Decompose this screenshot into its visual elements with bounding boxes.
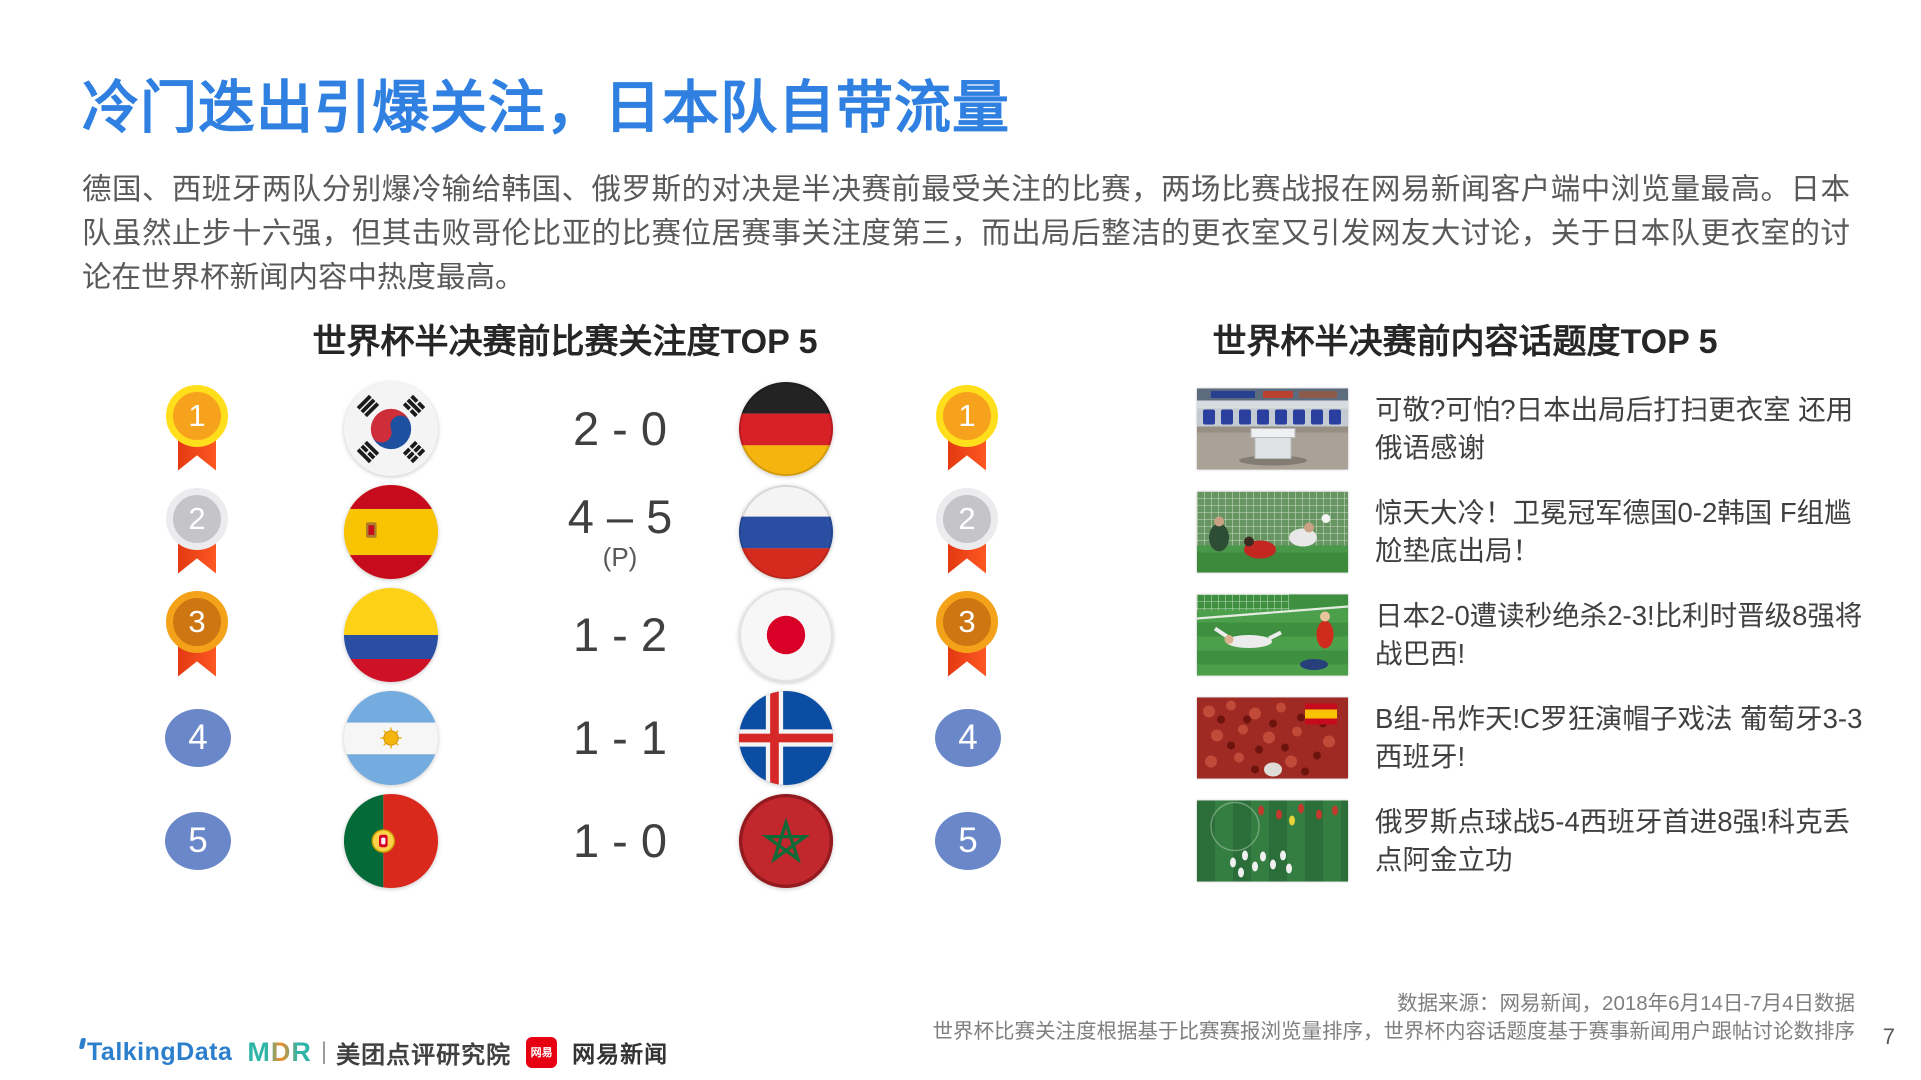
content-topic-top5-list: 1 可 xyxy=(920,377,1880,897)
rank-2-silver-medal-icon: 2 xyxy=(165,487,229,576)
photo-germany-vs-korea-goal xyxy=(1197,491,1348,572)
list-item: 4 xyxy=(920,686,1880,789)
news-headline: 可敬?可怕?日本出局后打扫更衣室 还用俄语感谢 xyxy=(1375,393,1854,463)
flag-spain-icon xyxy=(343,484,439,579)
penalty-note: (P) xyxy=(602,541,638,572)
intro-paragraph: 德国、西班牙两队分别爆冷输给韩国、俄罗斯的对决是半决赛前最受关注的比赛，两场比赛… xyxy=(82,173,1850,294)
meituan-dianping-institute-label: 美团点评研究院 xyxy=(336,1041,512,1069)
news-headline: 日本2-0遭读秒绝杀2-3!比利时晋级8强将战巴西! xyxy=(1375,599,1863,669)
list-item: 4 1 - 1 xyxy=(150,686,920,789)
rank-4-badge: 4 xyxy=(165,708,231,767)
talkingdata-logo-text: TalkingData xyxy=(87,1037,233,1066)
data-source-note: 数据来源：网易新闻，2018年6月14日-7月4日数据 世界杯比赛关注度根据基于… xyxy=(933,990,1856,1046)
score-box: 4 – 5 (P) xyxy=(500,489,740,572)
flag-japan-icon xyxy=(738,587,834,682)
match-score: 2 - 0 xyxy=(572,401,668,455)
photo-spain-fans xyxy=(1197,697,1348,778)
list-item: 5 1 - 0 xyxy=(150,789,920,892)
rank-number: 1 xyxy=(166,384,228,447)
netease-logo-icon: 网易 xyxy=(526,1036,558,1068)
source-line-1: 数据来源：网易新闻，2018年6月14日-7月4日数据 xyxy=(1397,992,1855,1015)
flag-germany-icon xyxy=(738,381,834,476)
rank-2-silver-medal-icon: 2 xyxy=(935,487,999,576)
rank-number: 3 xyxy=(936,590,998,653)
rank-5-badge: 5 xyxy=(165,811,231,870)
score-box: 1 - 2 xyxy=(500,607,740,661)
left-section-title: 世界杯半决赛前比赛关注度TOP 5 xyxy=(312,323,818,361)
list-item: 2 4 – 5 (P) xyxy=(150,480,920,583)
score-box: 1 - 0 xyxy=(500,813,740,867)
match-score: 1 - 0 xyxy=(572,813,668,867)
talkingdata-tick-icon xyxy=(78,1037,87,1049)
list-item: 5 俄罗 xyxy=(920,789,1880,892)
news-headline: 俄罗斯点球战5-4西班牙首进8强!科克丢点阿金立功 xyxy=(1375,805,1851,875)
list-item: 1 可 xyxy=(920,377,1880,480)
flag-south-korea-icon xyxy=(343,381,439,476)
source-line-2: 世界杯比赛关注度根据基于比赛赛报浏览量排序，世界杯内容话题度基于赛事新闻用户跟帖… xyxy=(932,1020,1856,1043)
rank-5-badge: 5 xyxy=(935,811,1001,870)
list-item: 3 日本2-0遭读秒绝杀2-3!比利时晋级8强将战巴西! xyxy=(920,583,1880,686)
mdr-logo: MDR xyxy=(247,1036,312,1067)
photo-japan-locker-room xyxy=(1197,388,1348,469)
rank-4-badge: 4 xyxy=(935,708,1001,767)
news-headline: B组-吊炸天!C罗狂演帽子戏法 葡萄牙3-3西班牙! xyxy=(1375,702,1863,772)
flag-colombia-icon xyxy=(343,587,439,682)
score-box: 2 - 0 xyxy=(500,401,740,455)
list-item: 3 1 - 2 xyxy=(150,583,920,686)
rank-number: 1 xyxy=(936,384,998,447)
rank-number: 2 xyxy=(166,487,228,550)
page-title: 冷门迭出引爆关注，日本队自带流量 xyxy=(82,76,1010,140)
rank-3-bronze-medal-icon: 3 xyxy=(165,590,229,679)
news-headline: 惊天大冷！卫冕冠军德国0-2韩国 F组尴尬垫底出局！ xyxy=(1375,496,1852,566)
photo-russia-celebration xyxy=(1197,800,1348,881)
netease-news-label: 网易新闻 xyxy=(572,1041,669,1067)
score-box: 1 - 1 xyxy=(500,710,740,764)
flag-argentina-icon xyxy=(343,690,439,785)
match-score: 4 – 5 xyxy=(567,489,673,543)
photo-japan-vs-belgium xyxy=(1197,594,1348,675)
match-score: 1 - 1 xyxy=(572,710,668,764)
flag-iceland-icon xyxy=(738,690,834,785)
list-item: 2 惊天大冷！卫冕冠军德国0-2韩国 F组尴尬垫底出局！ xyxy=(920,480,1880,583)
rank-1-gold-medal-icon: 1 xyxy=(935,384,999,473)
list-item: 1 xyxy=(150,377,920,480)
rank-number: 3 xyxy=(166,590,228,653)
flag-russia-icon xyxy=(738,484,834,579)
right-section-title: 世界杯半决赛前内容话题度TOP 5 xyxy=(1212,323,1718,361)
match-score: 1 - 2 xyxy=(572,607,668,661)
match-attention-top5-list: 1 xyxy=(150,377,920,897)
page-number: 7 xyxy=(1882,1024,1895,1049)
rank-3-bronze-medal-icon: 3 xyxy=(935,590,999,679)
footer-logos: TalkingData MDR | 美团点评研究院 网易 网易新闻 xyxy=(78,1034,669,1070)
rank-1-gold-medal-icon: 1 xyxy=(165,384,229,473)
rank-number: 2 xyxy=(936,487,998,550)
logo-divider: | xyxy=(320,1038,328,1065)
flag-morocco-icon xyxy=(738,793,834,888)
talkingdata-logo: TalkingData xyxy=(78,1037,233,1067)
flag-portugal-icon xyxy=(343,793,439,888)
